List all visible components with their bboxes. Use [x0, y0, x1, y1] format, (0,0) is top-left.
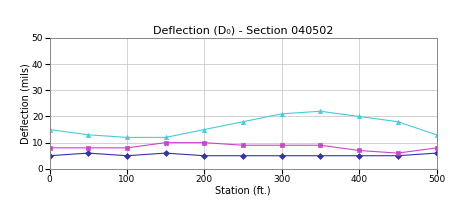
1/18/1990	[47, 128, 52, 131]
9/15/2008	[202, 141, 207, 144]
10/3/1991	[163, 152, 168, 154]
1/18/1990	[356, 115, 362, 118]
Title: Deflection (D₀) - Section 040502: Deflection (D₀) - Section 040502	[153, 26, 333, 36]
X-axis label: Station (ft.): Station (ft.)	[215, 185, 271, 195]
10/3/1991	[434, 152, 439, 154]
9/15/2008	[240, 144, 246, 146]
9/15/2008	[434, 147, 439, 149]
9/15/2008	[356, 149, 362, 152]
1/18/1990	[395, 120, 400, 123]
10/3/1991	[395, 154, 400, 157]
9/15/2008	[86, 147, 91, 149]
9/15/2008	[318, 144, 323, 146]
10/3/1991	[279, 154, 284, 157]
9/15/2008	[395, 152, 400, 154]
10/3/1991	[318, 154, 323, 157]
1/18/1990	[163, 136, 168, 139]
9/15/2008	[163, 141, 168, 144]
10/3/1991	[124, 154, 130, 157]
1/18/1990	[202, 128, 207, 131]
9/15/2008	[47, 147, 52, 149]
Line: 10/3/1991: 10/3/1991	[47, 151, 439, 158]
10/3/1991	[356, 154, 362, 157]
10/3/1991	[240, 154, 246, 157]
1/18/1990	[240, 120, 246, 123]
Line: 9/15/2008: 9/15/2008	[47, 141, 439, 155]
9/15/2008	[124, 147, 130, 149]
10/3/1991	[202, 154, 207, 157]
1/18/1990	[86, 134, 91, 136]
Y-axis label: Deflection (mils): Deflection (mils)	[20, 63, 30, 144]
1/18/1990	[124, 136, 130, 139]
1/18/1990	[434, 134, 439, 136]
9/15/2008	[279, 144, 284, 146]
10/3/1991	[47, 154, 52, 157]
Line: 1/18/1990: 1/18/1990	[47, 109, 439, 139]
10/3/1991	[86, 152, 91, 154]
1/18/1990	[318, 110, 323, 112]
1/18/1990	[279, 113, 284, 115]
